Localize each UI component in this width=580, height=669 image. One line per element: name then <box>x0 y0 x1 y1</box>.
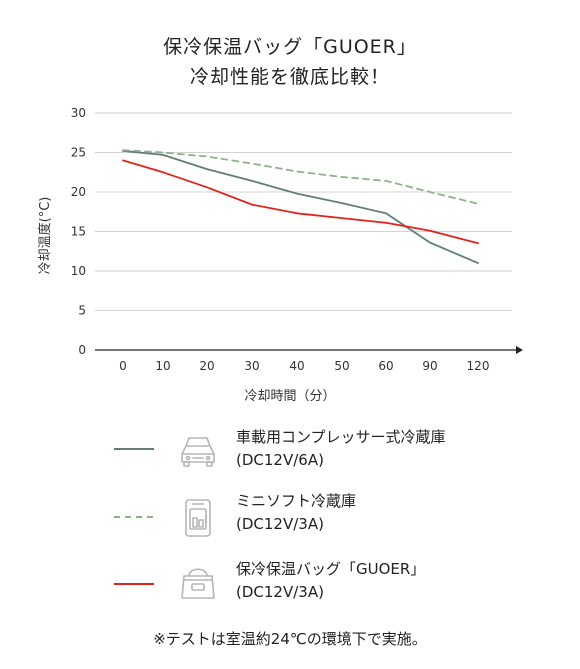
series-line-car <box>122 150 479 265</box>
x-tick-label: 90 <box>422 359 437 373</box>
series-line-mini <box>122 149 479 205</box>
y-tick-label: 20 <box>71 185 86 199</box>
y-tick-label: 15 <box>71 225 86 239</box>
y-tick-label: 25 <box>71 146 86 160</box>
legend-swatch-car <box>114 448 154 450</box>
y-axis-title: 冷却温度(°C) <box>37 197 53 275</box>
legend-label-bag: 保冷保温バッグ「GUOER」 (DC12V/3A) <box>236 560 426 601</box>
legend-label-mini: ミニソフト冷蔵庫 (DC12V/3A) <box>236 492 357 533</box>
legend-swatch-mini <box>114 516 154 518</box>
x-axis-title: 冷却時間（分） <box>244 389 335 404</box>
legend-item-mini-fridge: ミニソフト冷蔵庫 (DC12V/3A) <box>0 490 580 550</box>
footnote: ※テストは室温約24℃の環境下で実施。 <box>153 630 427 648</box>
y-tick-label: 0 <box>78 343 86 357</box>
x-tick-label: 50 <box>334 359 349 373</box>
x-tick-label: 30 <box>244 359 259 373</box>
legend-label-car: 車載用コンプレッサー式冷蔵庫 (DC12V/6A) <box>236 428 446 469</box>
legend-swatch-bag <box>114 583 154 585</box>
car-icon <box>181 437 215 467</box>
x-tick-label: 10 <box>155 359 170 373</box>
series-line-bag <box>122 159 479 245</box>
mini-fridge-icon <box>185 499 211 537</box>
chart-title-line1: 保冷保温バッグ「GUOER」 <box>163 36 417 58</box>
x-tick-label: 20 <box>199 359 214 373</box>
x-axis-arrow <box>516 346 523 354</box>
x-tick-label: 60 <box>378 359 393 373</box>
cooler-bag-icon <box>181 568 215 599</box>
chart-title-line2: 冷却性能を徹底比較！ <box>189 66 390 88</box>
y-tick-label: 30 <box>71 106 86 120</box>
x-tick-label: 0 <box>119 359 127 373</box>
y-tick-label: 10 <box>71 264 86 278</box>
x-tick-label: 40 <box>289 359 304 373</box>
y-tick-label: 5 <box>78 304 86 318</box>
x-tick-label: 120 <box>467 359 490 373</box>
line-chart: 0 5 10 15 20 25 30 0 10 20 30 40 50 60 90 120 冷却時間（分） 冷却温… <box>37 106 523 404</box>
legend-item-cooler-bag: 保冷保温バッグ「GUOER」 (DC12V/3A) <box>0 558 580 618</box>
legend-item-car-fridge: 車載用コンプレッサー式冷蔵庫 (DC12V/6A) <box>0 420 580 480</box>
